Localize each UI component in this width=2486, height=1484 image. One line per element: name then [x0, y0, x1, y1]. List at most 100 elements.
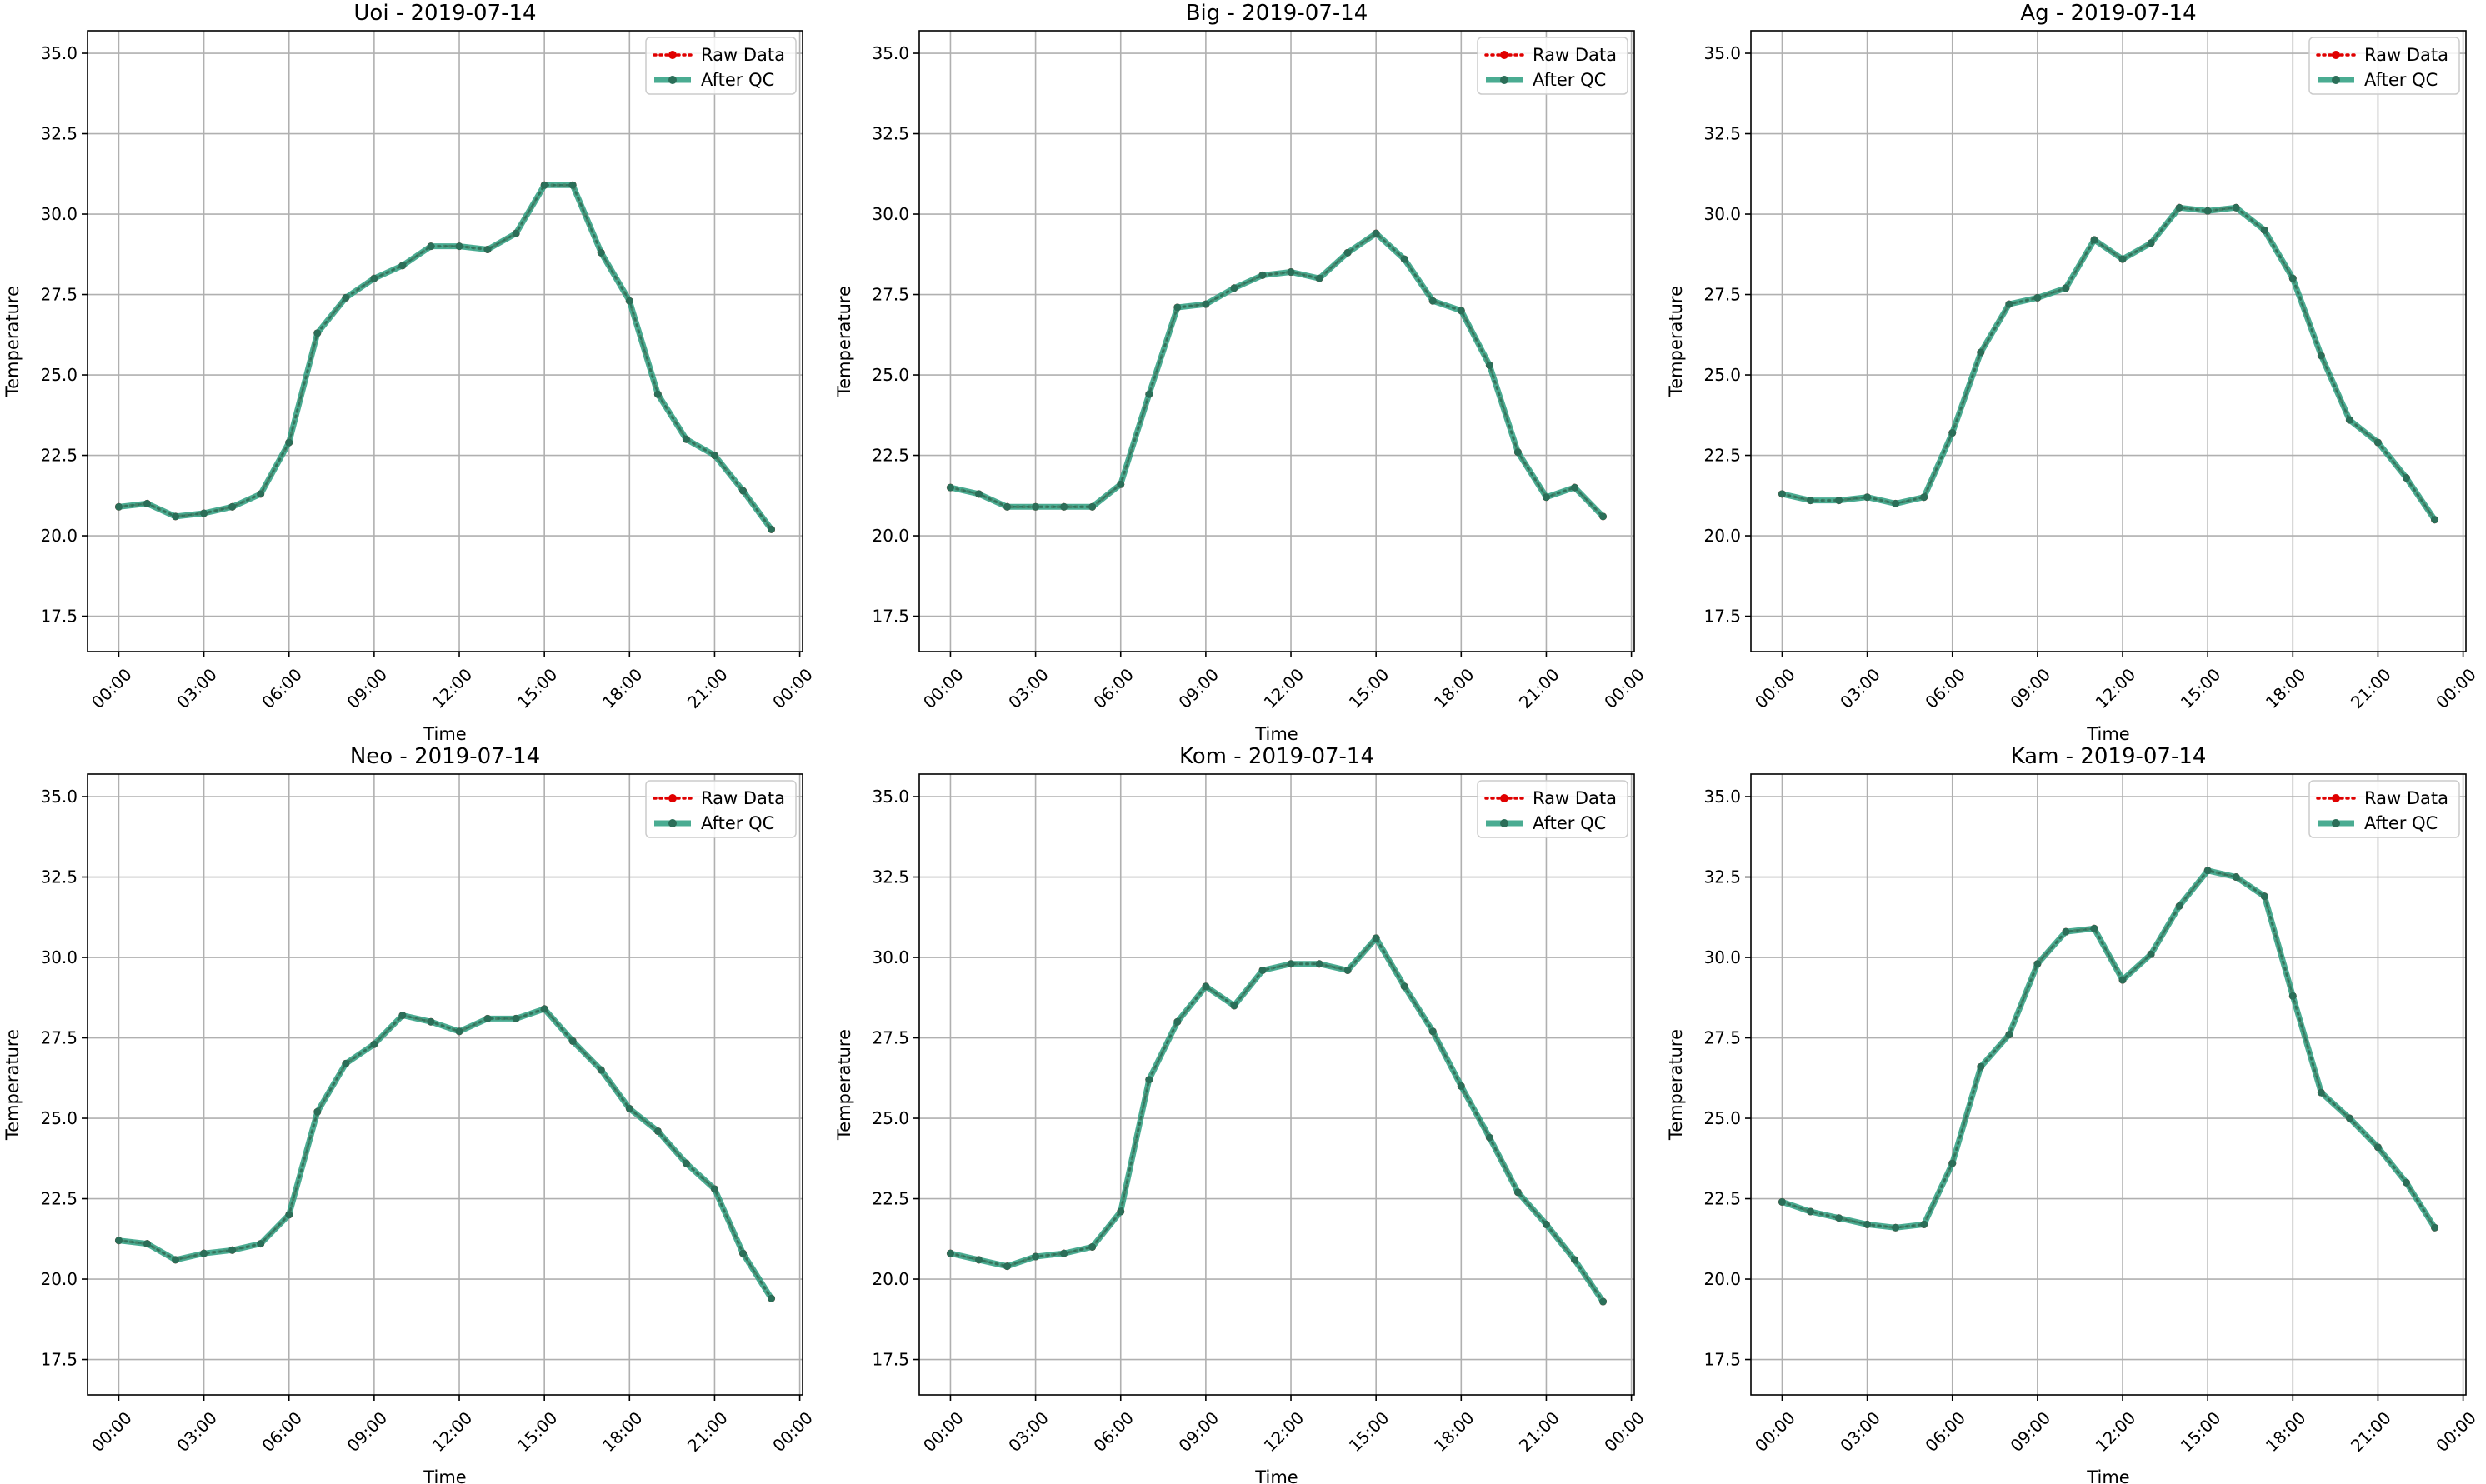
y-tick-label: 30.0 — [40, 947, 78, 967]
x-tick-label: 21:00 — [683, 1407, 732, 1456]
legend-label-raw: Raw Data — [701, 45, 785, 65]
data-point-qc — [1892, 1223, 1900, 1232]
x-tick-label: 12:00 — [2092, 1407, 2140, 1456]
y-axis-label: Temperature — [834, 286, 854, 397]
y-tick-label: 25.0 — [1703, 1108, 1741, 1128]
data-point-qc — [1835, 497, 1843, 505]
data-point-qc — [1428, 297, 1437, 305]
data-point-qc — [228, 1246, 237, 1254]
y-tick-label: 35.0 — [872, 43, 909, 63]
legend-label-qc: After QC — [701, 70, 774, 90]
x-tick-label: 00:00 — [919, 664, 968, 712]
x-tick-label: 09:00 — [343, 1407, 391, 1456]
axes-frame — [1750, 30, 2467, 652]
y-tick-label: 17.5 — [1703, 607, 1741, 627]
x-axis-label: Time — [1254, 1467, 1298, 1484]
x-tick-label: 09:00 — [1174, 1407, 1223, 1456]
x-tick-label: 15:00 — [1345, 664, 1393, 712]
legend-marker-qc — [2332, 819, 2340, 827]
y-tick-label: 22.5 — [1703, 1189, 1741, 1209]
x-axis-label: Time — [1254, 724, 1298, 744]
y-tick-label: 22.5 — [40, 1189, 78, 1209]
x-tick-label: 15:00 — [2177, 664, 2225, 712]
chart-title: Neo - 2019-07-14 — [350, 744, 540, 769]
chart-panel: Neo - 2019-07-14 00:00 03:00 06:00 09:00 12:0… — [3, 744, 817, 1484]
y-tick-label: 32.5 — [872, 867, 909, 887]
x-tick-label: 18:00 — [2262, 664, 2310, 712]
y-tick-label: 27.5 — [872, 1028, 909, 1048]
x-tick-label: 00:00 — [1751, 1407, 1799, 1456]
data-point-qc — [2203, 207, 2212, 215]
legend-marker-qc — [1500, 76, 1508, 84]
x-tick-label: 03:00 — [173, 1407, 221, 1456]
x-axis-label: Time — [423, 1467, 466, 1484]
x-tick-label: 15:00 — [513, 1407, 562, 1456]
data-point-qc — [1599, 512, 1608, 521]
legend: Raw Data After QC — [645, 37, 797, 95]
legend-marker-qc — [668, 76, 677, 84]
series-line-raw-data — [1780, 868, 2437, 1230]
data-point-qc — [1003, 1262, 1012, 1271]
y-tick-label: 32.5 — [1703, 867, 1741, 887]
x-tick-label: 21:00 — [1515, 664, 1563, 712]
legend-marker-qc — [668, 819, 677, 827]
x-tick-label: 18:00 — [1430, 1407, 1478, 1456]
y-tick-label: 20.0 — [40, 526, 78, 546]
chart-panel: Ag - 2019-07-14 00:00 03:00 06:00 09:00 12:00… — [1666, 1, 2480, 744]
x-tick-label: 21:00 — [2347, 664, 2395, 712]
x-tick-label: 12:00 — [1260, 1407, 1308, 1456]
y-tick-label: 17.5 — [40, 1350, 78, 1370]
y-tick-label: 35.0 — [40, 787, 78, 807]
chart-panel: Uoi - 2019-07-14 00:00 03:00 06:00 09:00 12:0… — [3, 1, 817, 744]
series-line-raw-overlay — [1781, 206, 2436, 521]
legend-label-raw: Raw Data — [1533, 45, 1617, 65]
data-point-qc — [483, 1014, 492, 1022]
legend-label-raw: Raw Data — [701, 788, 785, 808]
data-point-qc — [2260, 892, 2268, 901]
series-line-raw-overlay — [118, 1007, 773, 1300]
y-axis-label: Temperature — [3, 286, 23, 397]
x-tick-label: 15:00 — [1345, 1407, 1393, 1456]
axes-frame — [87, 773, 803, 1396]
y-tick-label: 27.5 — [872, 285, 909, 305]
legend-label-raw: Raw Data — [2364, 788, 2448, 808]
data-point-qc — [427, 242, 435, 251]
x-tick-label: 09:00 — [343, 664, 391, 712]
y-axis-label: Temperature — [1666, 286, 1686, 397]
x-tick-label: 15:00 — [513, 664, 562, 712]
y-axis-label: Temperature — [3, 1029, 23, 1141]
x-tick-label: 18:00 — [1430, 664, 1478, 712]
x-tick-label: 03:00 — [1004, 664, 1053, 712]
legend-marker-raw — [1500, 51, 1508, 59]
x-tick-label: 06:00 — [1089, 1407, 1138, 1456]
y-tick-label: 20.0 — [872, 526, 909, 546]
axes-frame — [918, 30, 1635, 652]
y-tick-label: 17.5 — [872, 1350, 909, 1370]
axes-frame — [87, 30, 803, 652]
x-tick-label: 03:00 — [1836, 1407, 1884, 1456]
legend-marker-raw — [2332, 51, 2340, 59]
axes-frame — [1750, 773, 2467, 1396]
chart-panel: Kom - 2019-07-14 00:00 03:00 06:00 09:00 12:0… — [834, 744, 1648, 1484]
y-tick-label: 32.5 — [872, 124, 909, 144]
x-tick-label: 21:00 — [683, 664, 732, 712]
legend: Raw Data After QC — [2308, 37, 2460, 95]
chart-title: Big - 2019-07-14 — [1186, 1, 1368, 26]
x-tick-label: 00:00 — [88, 664, 136, 712]
x-tick-label: 00:00 — [919, 1407, 968, 1456]
x-tick-label: 06:00 — [1921, 1407, 1969, 1456]
legend-marker-raw — [2332, 794, 2340, 802]
x-tick-label: 06:00 — [258, 1407, 306, 1456]
legend-label-qc: After QC — [2364, 70, 2438, 90]
x-tick-label: 12:00 — [1260, 664, 1308, 712]
y-tick-label: 35.0 — [872, 787, 909, 807]
y-tick-label: 17.5 — [872, 607, 909, 627]
x-tick-label: 03:00 — [1004, 1407, 1053, 1456]
x-axis-label: Time — [423, 724, 466, 744]
data-point-qc — [1060, 502, 1068, 511]
chart-panel: Big - 2019-07-14 00:00 03:00 06:00 09:00 12:0… — [834, 1, 1648, 744]
y-tick-label: 32.5 — [40, 124, 78, 144]
series-line-raw-data — [1780, 206, 2437, 522]
x-tick-label: 06:00 — [1089, 664, 1138, 712]
y-tick-label: 17.5 — [40, 607, 78, 627]
